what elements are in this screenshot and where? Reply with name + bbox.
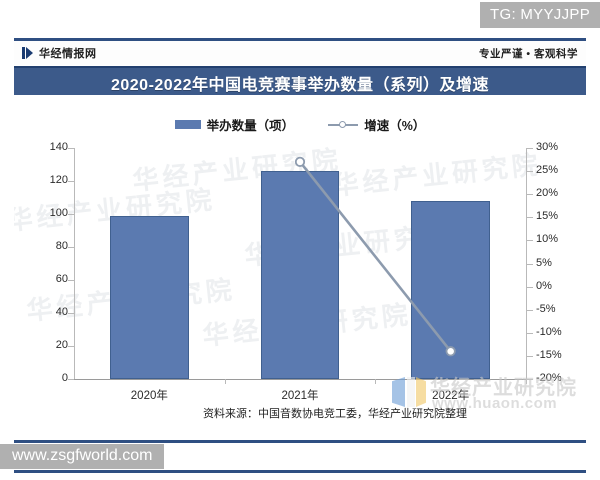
y-axis-right-tick-label: 20% — [536, 187, 559, 200]
y-axis-left-tick-mark — [68, 280, 74, 281]
line-series — [294, 156, 456, 357]
page-title: 2020-2022年中国电竞赛事举办数量（系列）及增速 — [110, 76, 490, 94]
x-axis — [74, 379, 527, 380]
site-watermark: www.zsgfworld.com — [0, 444, 165, 469]
brand-slogan: 专业严谨 • 客观科学 — [478, 47, 578, 60]
line-marker-2022年[interactable] — [445, 346, 456, 357]
x-axis-tick-label: 2022年 — [432, 390, 470, 402]
y-axis-right-tick-mark — [527, 263, 533, 265]
y-axis-right-tick-label: 25% — [536, 164, 559, 177]
legend-item-line[interactable]: 增速（%） — [328, 115, 425, 134]
y-axis-right-tick-mark — [527, 240, 533, 242]
y-axis-left-tick-label: 100 — [49, 207, 68, 219]
y-axis-right — [526, 148, 527, 379]
y-axis-right-tick-label: 5% — [536, 256, 552, 269]
x-axis-tick-mark — [375, 379, 377, 384]
y-axis-right-tick-label: -20% — [536, 372, 562, 384]
tg-watermark: TG: MYYJJPP — [480, 2, 600, 28]
y-axis-right-tick-mark — [527, 355, 533, 357]
y-axis-left-tick-label: 20 — [55, 339, 68, 351]
y-axis-left-tick-label: 60 — [55, 273, 68, 285]
y-axis-right-tick-label: 15% — [536, 210, 559, 223]
brand-name: 华经情报网 — [39, 48, 97, 60]
chart-title-band: 2020-2022年中国电竞赛事举办数量（系列）及增速 — [14, 66, 586, 97]
chart-plot-area: 华经产业研究院 华经产业研究院 华经产业研究院 华经产业研究院 华经产业研究院 … — [14, 95, 586, 440]
y-axis-left-tick-mark — [68, 181, 74, 182]
y-axis-right-tick-mark — [527, 309, 533, 311]
brand-left: 华经情报网 — [22, 45, 97, 61]
bottom-rule-1 — [14, 440, 586, 443]
y-axis-right-tick-mark — [527, 171, 533, 173]
y-axis-left-tick-mark — [68, 214, 74, 215]
y-axis-right-tick-mark — [527, 217, 533, 219]
y-axis-left-tick-mark — [68, 247, 74, 248]
y-axis-left-tick-label: 120 — [49, 174, 68, 186]
y-axis-left-tick-mark — [68, 148, 74, 149]
y-axis-right-tick-label: 10% — [536, 233, 559, 246]
y-axis-right-tick-label: -10% — [536, 325, 562, 338]
chart-legend: 举办数量（项） 增速（%） — [14, 115, 586, 134]
x-axis-tick-label: 2020年 — [130, 390, 168, 402]
bar-2021年[interactable] — [260, 171, 340, 379]
y-axis-right-tick-mark — [527, 194, 533, 196]
x-axis-tick-mark — [224, 379, 226, 384]
line-segment — [298, 161, 452, 353]
x-axis-tick-mark — [526, 379, 527, 384]
source-note: 资料来源：中国音数协电竞工委，华经产业研究院整理 — [203, 408, 467, 420]
legend-item-bar[interactable]: 举办数量（项） — [174, 115, 295, 134]
line-marker-2021年[interactable] — [294, 156, 306, 167]
y-axis-right-tick-mark — [527, 286, 533, 288]
y-axis-right-tick-mark — [527, 332, 533, 334]
top-rule — [14, 38, 586, 41]
y-axis-left-tick-mark — [68, 379, 74, 380]
y-axis-left-tick-label: 80 — [55, 240, 68, 252]
y-axis-left-tick-mark — [68, 346, 74, 347]
legend-label-bar: 举办数量（项） — [206, 119, 295, 133]
y-axis-right-tick-label: 30% — [536, 141, 559, 153]
y-axis-left-tick-label: 0 — [61, 372, 68, 384]
y-axis-right-tick-mark — [527, 148, 533, 149]
legend-line-marker-icon — [328, 120, 359, 129]
x-axis-tick-label: 2021年 — [281, 390, 319, 402]
bar-2020年[interactable] — [110, 215, 189, 379]
legend-swatch-icon — [174, 120, 201, 129]
bottom-rule-2 — [14, 470, 586, 473]
y-axis-left-tick-label: 40 — [55, 306, 68, 318]
y-axis-left-tick-mark — [68, 313, 74, 314]
legend-label-line: 增速（%） — [364, 119, 426, 133]
y-axis-left — [74, 148, 75, 379]
y-axis-right-tick-mark — [527, 379, 533, 380]
huajing-mark-icon — [22, 47, 33, 59]
y-axis-right-tick-label: -5% — [536, 302, 556, 315]
y-axis-left-tick-label: 140 — [49, 141, 68, 153]
y-axis-right-tick-label: 0% — [536, 279, 552, 292]
brand-bar: 华经情报网 专业严谨 • 客观科学 — [14, 41, 586, 65]
y-axis-right-tick-label: -15% — [536, 348, 562, 361]
